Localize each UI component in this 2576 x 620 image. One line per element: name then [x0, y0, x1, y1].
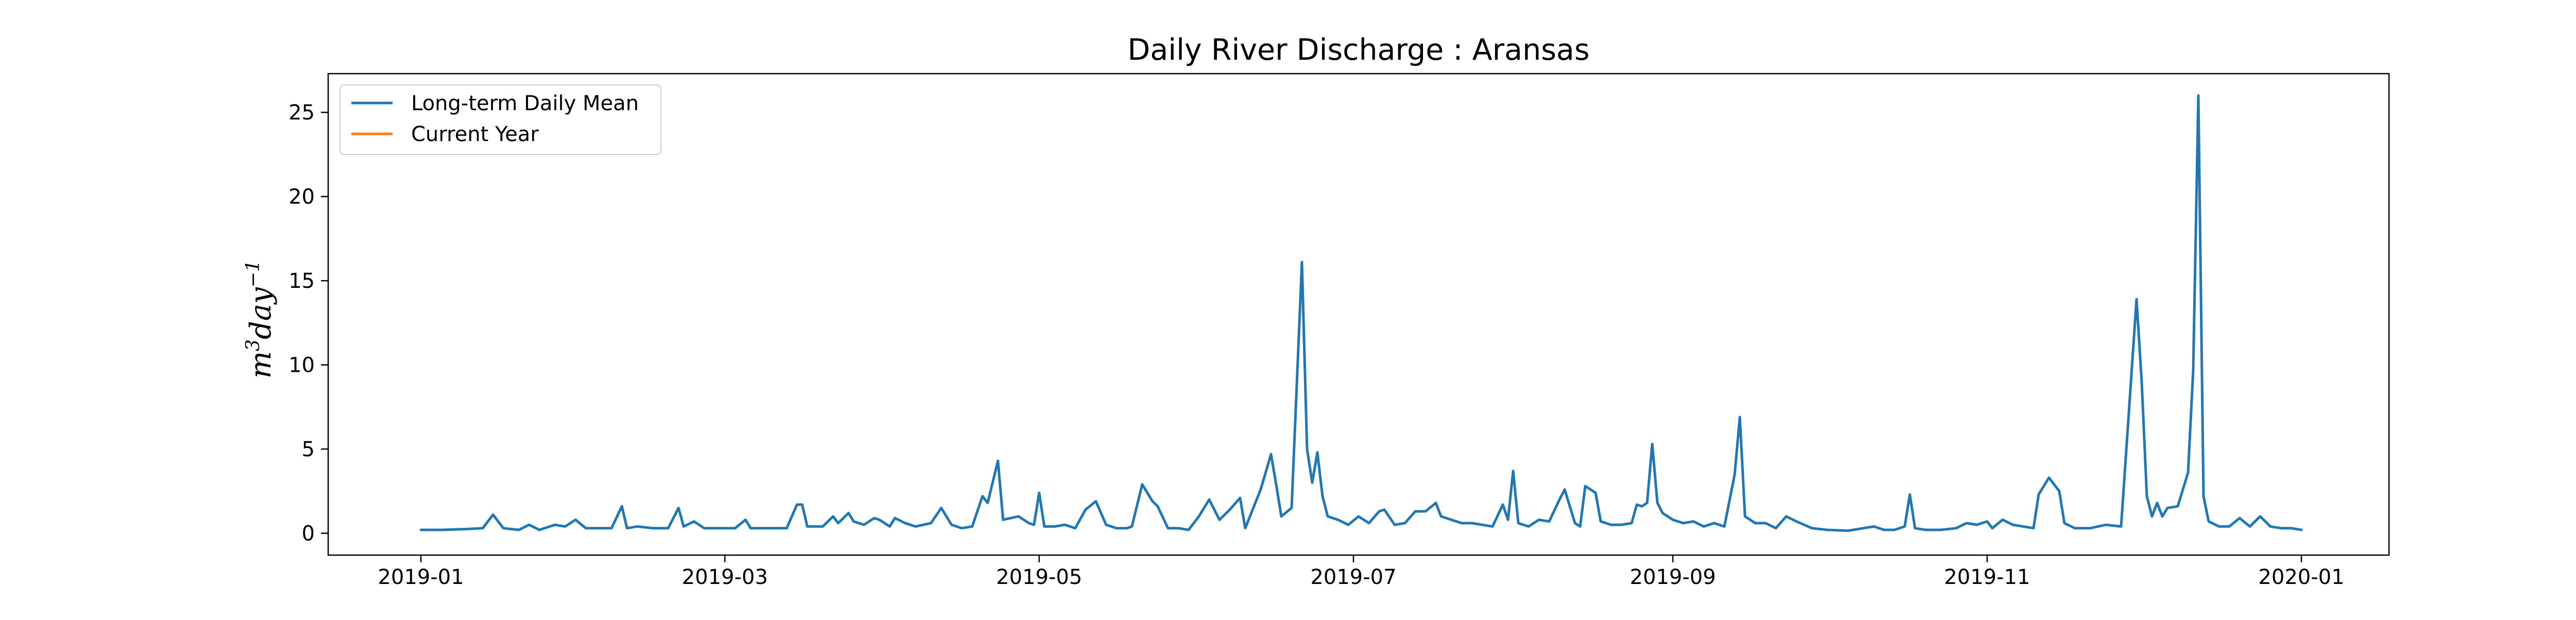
- y-axis-label-sup-3: 3: [243, 339, 264, 351]
- x-tick-label: 2020-01: [2258, 565, 2344, 589]
- chart-title: Daily River Discharge : Aransas: [1128, 33, 1590, 67]
- y-tick-label: 25: [289, 101, 315, 125]
- x-tick-label: 2019-05: [996, 565, 1082, 589]
- x-tick-label: 2019-09: [1630, 565, 1716, 589]
- y-tick-label: 5: [302, 438, 315, 461]
- y-axis-label: m3day−1: [243, 260, 278, 378]
- x-tick-label: 2019-03: [682, 565, 768, 589]
- series-line-long-term-daily-mean: [419, 94, 2303, 532]
- y-tick-label: 10: [289, 354, 315, 377]
- y-tick-label: 20: [289, 185, 315, 209]
- legend-label-long-term-daily-mean: Long-term Daily Mean: [411, 92, 639, 115]
- legend-box: [340, 84, 662, 155]
- x-tick-label: 2019-07: [1310, 565, 1396, 589]
- y-axis-label-sup-neg1: −1: [243, 260, 264, 287]
- x-tick-label: 2019-01: [378, 565, 464, 589]
- x-axis: 2019-01 2019-03 2019-05 2019-07 2019-09 2019-…: [378, 555, 2345, 589]
- y-tick-label: 15: [289, 269, 315, 293]
- plot-area: 2019-01 2019-03 2019-05 2019-07 2019-09 2019-…: [289, 73, 2390, 589]
- series-layer: [419, 94, 2303, 532]
- x-tick-label: 2019-11: [1944, 565, 2030, 589]
- y-tick-label: 0: [302, 522, 315, 546]
- legend: Long-term Daily Mean Current Year: [340, 84, 662, 155]
- y-axis-label-base-day: day: [244, 287, 278, 339]
- legend-label-current-year: Current Year: [411, 123, 539, 146]
- y-axis: 0 5 10 15 20 25: [289, 101, 328, 546]
- y-axis-label-base-m: m: [244, 351, 278, 378]
- plot-frame: [327, 73, 2390, 556]
